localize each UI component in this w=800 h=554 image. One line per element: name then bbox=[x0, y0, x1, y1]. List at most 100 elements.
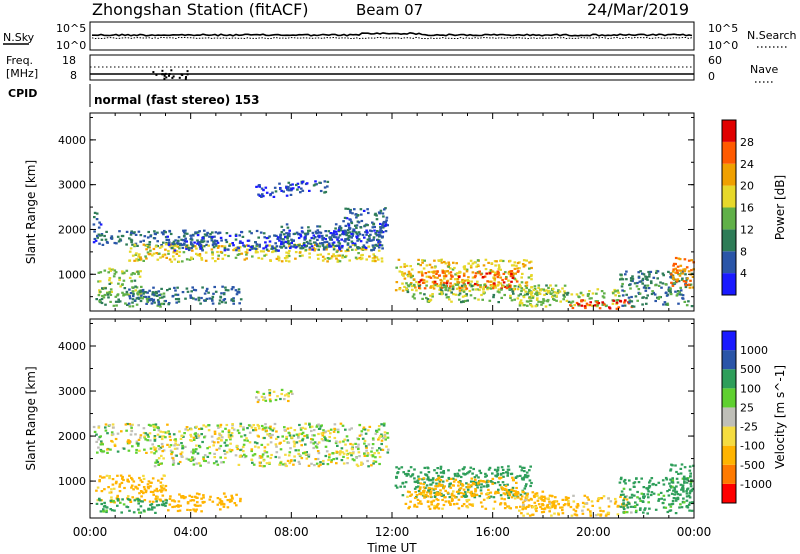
velocity-cell bbox=[312, 442, 315, 445]
velocity-cell bbox=[128, 442, 131, 445]
power-cell bbox=[327, 257, 331, 260]
power-cell bbox=[130, 241, 133, 244]
velocity-cell bbox=[122, 478, 125, 482]
velocity-cell bbox=[477, 476, 480, 479]
velocity-cell bbox=[525, 483, 528, 486]
power-cell bbox=[462, 290, 466, 293]
power-cell bbox=[450, 300, 453, 303]
velocity-cell bbox=[197, 434, 201, 437]
power-cell bbox=[223, 245, 227, 248]
power-cell bbox=[620, 285, 624, 288]
velocity-cell bbox=[155, 504, 159, 507]
velocity-cell bbox=[250, 426, 254, 429]
power-cell bbox=[419, 292, 422, 295]
velocity-cell bbox=[507, 505, 511, 508]
power-cell bbox=[405, 287, 408, 290]
velocity-cell bbox=[333, 436, 337, 440]
velocity-cell bbox=[527, 499, 531, 502]
velocity-cell bbox=[382, 437, 385, 440]
velocity-cell bbox=[542, 498, 545, 502]
y-tick-label: 4000 bbox=[58, 134, 86, 147]
velocity-cell bbox=[408, 491, 411, 494]
velocity-cell bbox=[422, 490, 426, 493]
power-cell bbox=[407, 275, 410, 278]
power-cell bbox=[171, 294, 175, 298]
power-cell bbox=[178, 244, 182, 247]
power-cell bbox=[211, 302, 215, 305]
velocity-cell bbox=[371, 454, 375, 457]
velocity-cell bbox=[576, 503, 580, 506]
power-cell bbox=[306, 242, 310, 245]
power-cell bbox=[571, 300, 575, 303]
velocity-cell bbox=[635, 477, 638, 480]
velocity-colorbar-segment bbox=[722, 388, 736, 408]
power-cell bbox=[182, 251, 186, 254]
velocity-cell bbox=[225, 451, 229, 454]
velocity-cell bbox=[224, 495, 227, 498]
velocity-cell bbox=[349, 442, 352, 446]
velocity-cell bbox=[268, 434, 272, 437]
velocity-cell bbox=[511, 476, 514, 479]
power-cell bbox=[536, 297, 539, 300]
velocity-cell bbox=[165, 501, 168, 505]
velocity-cell bbox=[142, 431, 146, 435]
velocity-cell bbox=[380, 439, 384, 442]
power-cell bbox=[615, 307, 619, 310]
velocity-cell bbox=[213, 456, 216, 459]
power-cell bbox=[403, 285, 406, 288]
power-cell bbox=[215, 239, 219, 243]
velocity-cell bbox=[114, 437, 118, 441]
velocity-cell bbox=[213, 441, 216, 444]
power-cell bbox=[167, 303, 170, 306]
velocity-cell bbox=[336, 444, 339, 447]
velocity-cell bbox=[535, 509, 538, 513]
power-cell bbox=[629, 279, 633, 282]
power-cell bbox=[379, 226, 383, 229]
power-cell bbox=[175, 244, 178, 248]
power-cell bbox=[251, 255, 254, 258]
velocity-cell bbox=[623, 478, 627, 482]
power-cell bbox=[444, 275, 448, 278]
power-cell bbox=[349, 218, 352, 221]
velocity-cell bbox=[521, 466, 524, 469]
power-cell bbox=[542, 299, 545, 302]
power-cell bbox=[223, 298, 227, 301]
velocity-cell bbox=[190, 428, 193, 431]
power-cell bbox=[295, 183, 298, 187]
power-cell bbox=[162, 292, 166, 295]
power-cell bbox=[257, 256, 260, 260]
velocity-cell bbox=[484, 472, 487, 475]
velocity-cell bbox=[650, 477, 654, 480]
velocity-cell bbox=[524, 507, 527, 510]
velocity-cell bbox=[183, 432, 186, 435]
velocity-cell bbox=[680, 506, 684, 509]
velocity-cell bbox=[137, 502, 140, 505]
power-cell bbox=[204, 299, 207, 302]
power-cell bbox=[563, 295, 566, 298]
velocity-cell bbox=[470, 490, 473, 493]
velocity-cell bbox=[471, 482, 475, 485]
power-cell bbox=[241, 235, 245, 238]
velocity-cell bbox=[119, 474, 123, 477]
velocity-cell bbox=[433, 507, 437, 510]
power-cell bbox=[325, 240, 329, 243]
power-cell bbox=[431, 293, 434, 296]
power-cell bbox=[265, 191, 269, 194]
velocity-cell bbox=[664, 506, 668, 509]
power-cell bbox=[115, 242, 118, 245]
power-cell bbox=[588, 304, 592, 307]
velocity-cell bbox=[377, 425, 381, 428]
power-cell bbox=[198, 241, 202, 245]
power-cell bbox=[153, 301, 156, 304]
velocity-cell bbox=[670, 492, 674, 495]
power-cell bbox=[155, 252, 158, 255]
power-cell bbox=[338, 242, 342, 245]
velocity-cell bbox=[514, 476, 518, 479]
velocity-cell bbox=[220, 461, 223, 464]
power-cell bbox=[412, 293, 416, 296]
velocity-cell bbox=[112, 487, 116, 490]
velocity-cell bbox=[675, 485, 678, 488]
power-cell bbox=[449, 271, 453, 274]
power-cell bbox=[290, 239, 294, 242]
power-cell bbox=[201, 286, 204, 289]
